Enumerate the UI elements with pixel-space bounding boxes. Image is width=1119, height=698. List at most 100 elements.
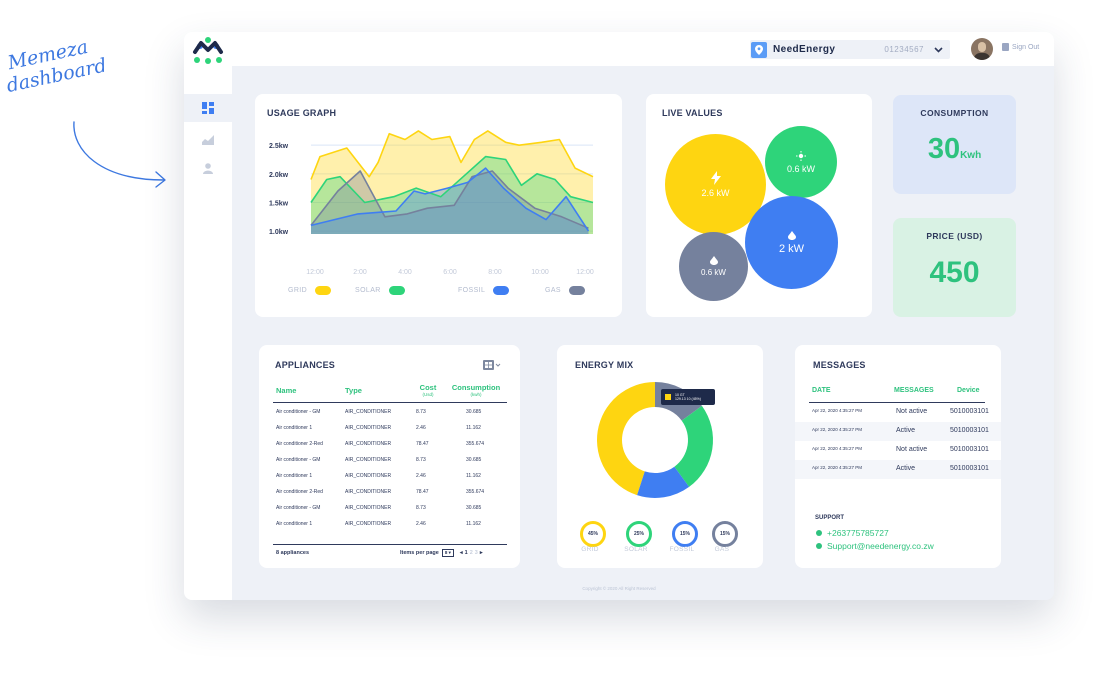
x-tick-label: 10:00 [531,269,549,276]
message-cell: 5010003101 [950,446,989,453]
sidebar-item-dashboard[interactable] [184,94,232,122]
company-selector[interactable]: NeedEnergy 01234567 [750,40,950,59]
appliance-cell: Air conditioner 2-Red [276,489,323,495]
col-date[interactable]: DATE [812,387,831,394]
ring-solar: 25% [626,521,652,547]
appliance-cell: 11.162 [466,521,481,527]
x-tick-label: 6:00 [443,269,457,276]
avatar[interactable] [971,38,993,60]
col-type[interactable]: Type [345,386,362,395]
usage-graph-title: USAGE GRAPH [267,108,337,118]
tooltip-line-2: 129.13 10 (45%) [675,397,701,401]
energy-mix-title: ENERGY MIX [575,360,634,370]
sign-out-label: Sign Out [1012,43,1040,51]
next-page-icon[interactable]: ▸ [479,550,483,556]
items-per-page-select[interactable]: 8 ▾ [441,549,454,557]
area-gas [311,171,589,234]
message-cell: Apr 22, 2020 4:35:27 PM [812,427,863,432]
messages-title: MESSAGES [813,360,866,370]
lightning-icon [710,171,721,185]
col-cost-label: Cost [419,383,437,392]
appliance-cell: 2.46 [416,521,426,527]
drop-icon [709,256,718,265]
appliance-cell: 11.162 [466,425,481,431]
live-bubble-solar: 0.6 kW [765,126,837,198]
live-bubble-fossil: 2 kW [745,196,838,289]
ring-grid: 45% [580,521,606,547]
appliance-cell: 11.162 [466,473,481,479]
prev-page-icon[interactable]: ◂ [459,550,463,556]
appliance-cell: 78.47 [416,441,429,447]
live-value-fossil: 2 kW [778,242,805,255]
pagination: Items per page 8 ▾ ◂ 1 2 3 ▸ [400,549,483,557]
live-value-solar: 0.6 kW [786,163,815,174]
page-1[interactable]: 1 [464,550,468,556]
message-cell: Not active [896,446,928,453]
y-tick-label: 2.5kw [269,143,289,150]
donut-slice-solar[interactable] [674,405,713,487]
appliance-cell: Air conditioner - GM [276,409,321,415]
support-phone-link[interactable]: +263775785727 [816,528,889,538]
message-cell: Apr 22, 2020 4:35:27 PM [812,446,863,451]
appliance-cell: 30.685 [466,457,482,463]
account-number: 01234567 [884,45,924,54]
appliance-cell: 355.674 [466,441,485,447]
message-row[interactable] [795,460,1001,479]
appliance-cell: 8.73 [416,505,426,511]
page-2[interactable]: 2 [469,550,473,556]
annotation-text: Memeza dashboard [0,33,109,97]
area-chart-icon [202,135,214,145]
sidebar-item-analytics[interactable] [184,126,232,154]
line-fossil [310,167,590,232]
message-cell: Not active [896,408,928,415]
col-cost[interactable]: Cost (Usd) [415,383,441,397]
header-divider [273,402,507,403]
donut-slice-fossil[interactable] [637,466,690,498]
line-solar [310,155,594,204]
col-messages[interactable]: MESSAGES [894,387,934,394]
col-name[interactable]: Name [276,386,297,395]
legend-fossil: FOSSIL [458,286,510,295]
donut-slice-grid[interactable] [597,382,655,496]
support-email: Support@needenergy.co.zw [827,541,934,551]
ring-gas: 15% [712,521,738,547]
col-consumption-label: Consumption [451,383,501,392]
x-tick-label: 4:00 [398,269,412,276]
appliance-cell: AIR_CONDITIONER [345,457,392,463]
sign-out-button[interactable]: Sign Out [1002,43,1039,51]
appliance-cell: 78.47 [416,489,429,495]
message-cell: Active [896,465,916,472]
export-excel-icon[interactable] [483,360,501,370]
appliances-card: APPLIANCES Name Type Cost (Usd) Consumpt… [259,345,520,568]
tooltip-swatch [665,394,671,400]
tooltip-text: 10 GT 129.13 10 (45%) [675,393,701,401]
price-card: PRICE (USD) 450 [893,218,1016,317]
items-per-page-label: Items per page [400,550,439,556]
y-tick-label: 2.0kw [269,172,289,179]
consumption-unit: Kwh [960,150,982,161]
appliance-cell: 30.685 [466,409,482,415]
memeza-logo-icon [193,37,223,64]
x-tick-label: 12:00 [306,269,324,276]
live-values-title: LIVE VALUES [662,108,723,118]
message-cell: Active [896,427,916,434]
support-email-link[interactable]: Support@needenergy.co.zw [816,541,934,551]
appliance-cell: Air conditioner 1 [276,521,313,527]
legend-gas: GAS [545,286,585,295]
appliance-cell: Air conditioner - GM [276,457,321,463]
appliance-cell: Air conditioner - GM [276,505,321,511]
col-consumption[interactable]: Consumption (kwh) [450,383,502,397]
usage-chart: 2.5kw 2.0kw 1.5kw 1.0kw 12:00 2:00 4:00 6:00 8:0… [269,130,594,276]
appliance-cell: 355.674 [466,489,485,495]
message-row[interactable] [795,422,1001,441]
dashboard-icon [202,102,214,114]
x-tick-label: 8:00 [488,269,502,276]
sidebar-item-profile[interactable] [184,154,232,182]
appliance-cell: AIR_CONDITIONER [345,441,392,447]
appliance-cell: AIR_CONDITIONER [345,505,392,511]
col-device[interactable]: Device [957,387,980,394]
appliance-cell: AIR_CONDITIONER [345,489,392,495]
page-3[interactable]: 3 [474,550,478,556]
appliance-cell: AIR_CONDITIONER [345,425,392,431]
x-tick-label: 2:00 [353,269,367,276]
